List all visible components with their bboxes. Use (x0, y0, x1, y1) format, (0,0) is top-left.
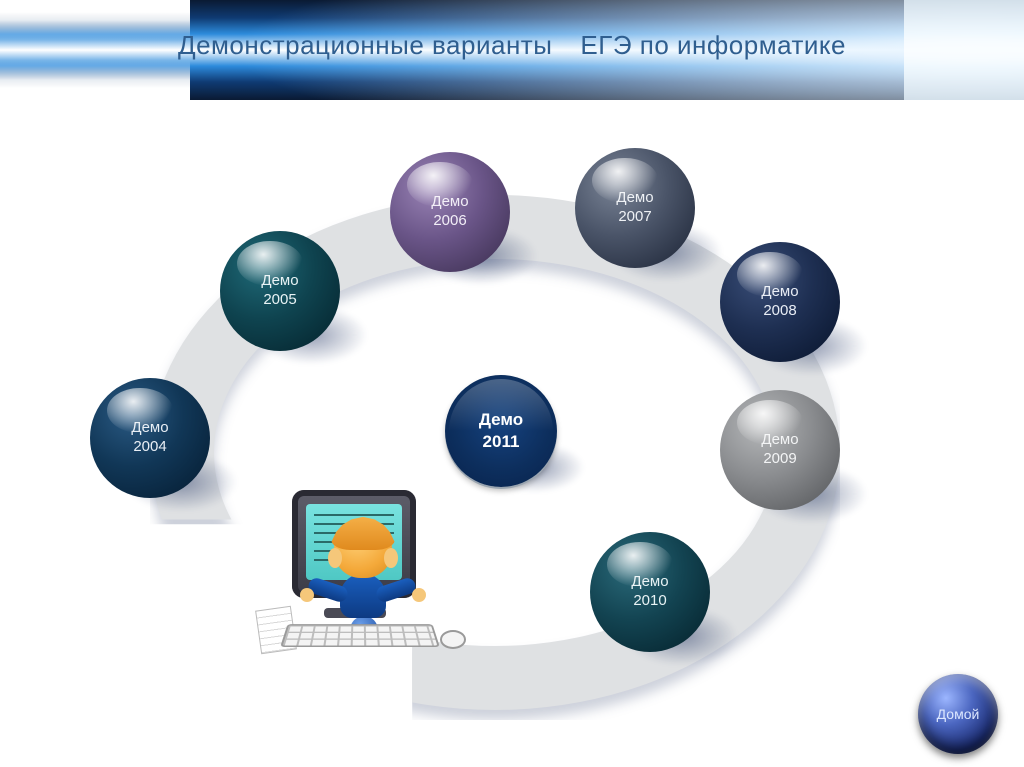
sphere-line1: Демо (616, 189, 653, 208)
sphere-line1: Демо (631, 573, 668, 592)
demo-2004[interactable]: Демо2004 (90, 378, 210, 498)
page-title: Демонстрационные варианты ЕГЭ по информат… (0, 30, 1024, 61)
demo-2010[interactable]: Демо2010 (590, 532, 710, 652)
demo-2011-center[interactable]: Демо 2011 (445, 375, 557, 487)
sphere-line1: Демо (131, 419, 168, 438)
center-line2: 2011 (483, 431, 520, 453)
sphere-line2: 2007 (618, 208, 651, 227)
demo-2009[interactable]: Демо2009 (720, 390, 840, 510)
sphere-line1: Демо (761, 431, 798, 450)
sphere-line2: 2005 (263, 291, 296, 310)
sphere-line1: Демо (761, 283, 798, 302)
center-line1: Демо (479, 409, 523, 431)
sphere-line1: Демо (261, 272, 298, 291)
title-part-1: Демонстрационные варианты (178, 30, 552, 60)
title-part-2: ЕГЭ по информатике (580, 30, 846, 60)
sphere-line2: 2004 (133, 438, 166, 457)
sphere-line2: 2010 (633, 592, 666, 611)
demo-2008[interactable]: Демо2008 (720, 242, 840, 362)
home-button-label: Домой (937, 706, 980, 722)
slide: Демонстрационные варианты ЕГЭ по информат… (0, 0, 1024, 767)
sphere-line2: 2008 (763, 302, 796, 321)
home-button[interactable]: Домой (918, 674, 998, 754)
sphere-line1: Демо (431, 193, 468, 212)
sphere-line2: 2009 (763, 450, 796, 469)
demo-2006[interactable]: Демо2006 (390, 152, 510, 272)
sphere-line2: 2006 (433, 212, 466, 231)
demo-2007[interactable]: Демо2007 (575, 148, 695, 268)
demo-2005[interactable]: Демо2005 (220, 231, 340, 351)
